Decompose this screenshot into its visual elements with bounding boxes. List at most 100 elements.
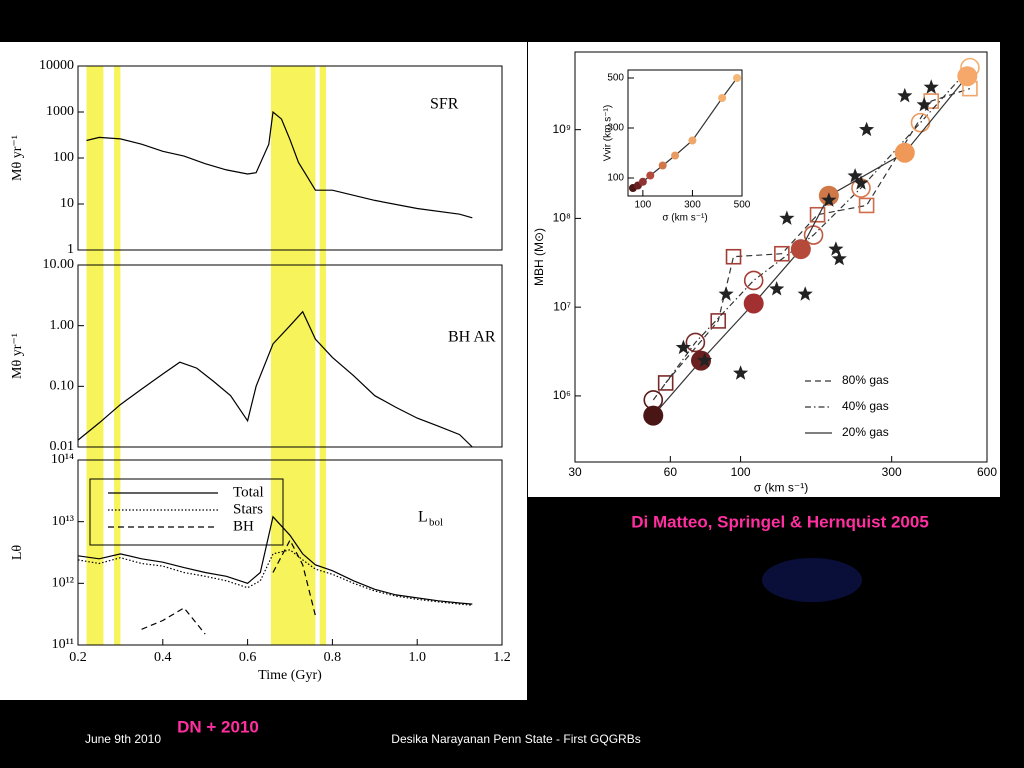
x-tick-label: 300 [882,465,902,479]
x-tick-label: 60 [664,465,678,479]
y-tick-label: 1 [67,242,74,257]
y-tick-label: 0.01 [50,439,75,454]
fit-line [665,88,971,384]
legend-box [89,478,284,546]
point [743,293,764,314]
footer-date: June 9th 2010 [85,732,161,746]
x-tick-label: 0.4 [154,650,172,665]
decoration [762,558,862,602]
point [957,66,978,87]
x-tick-label: 0.8 [324,650,342,665]
point [923,79,939,94]
point [685,332,706,353]
point [897,87,913,103]
y-tick-label: 10¹¹ [52,637,74,652]
legend-label: Total [233,484,264,500]
y-axis-label: MBH (M⊙) [532,228,546,286]
x-axis-label: Time (Gyr) [258,668,322,683]
annotation: BH AR [448,329,496,346]
x-axis-label: σ (km s⁻¹) [662,213,707,224]
annotation: SFR [430,96,459,113]
point [797,286,813,301]
line [77,310,473,448]
legend-label: Stars [233,501,263,517]
y-axis-label: Lθ [10,545,25,561]
y-tick-label: 500 [607,73,624,84]
line [141,538,316,635]
x-tick-label: 1.2 [493,650,511,665]
point [697,352,713,368]
line [77,515,473,605]
x-tick-label: 0.6 [239,650,257,665]
highlight-band [270,66,316,645]
x-tick-label: 100 [731,465,751,479]
y-tick-label: 10⁸ [553,211,571,225]
y-tick-label: 100 [53,150,74,165]
y-tick-label: 10 [60,196,74,211]
x-tick-label: 300 [684,200,701,211]
y-tick-label: 1.00 [50,318,75,333]
y-axis-label: Vvir (km s⁻¹) [603,105,614,161]
y-tick-label: 0.10 [50,379,75,394]
point [809,206,826,223]
footer-text: Desika Narayanan Penn State - First GQGR… [391,732,640,746]
point [733,365,749,380]
x-tick-label: 100 [635,200,652,211]
plot-frame [77,459,503,646]
point [853,175,869,190]
annotation: L [418,509,428,526]
legend-label: 80% gas [842,373,889,387]
point [671,151,680,160]
point [638,177,647,186]
plot-frame [77,264,503,448]
x-tick-label: 0.2 [69,650,87,665]
y-tick-label: 10.00 [43,257,75,272]
y-tick-label: 10⁶ [553,388,571,402]
credit: Di Matteo, Springel & Hernquist 2005 [631,512,929,531]
fit-line [652,67,971,401]
line [86,110,473,219]
plot-frame [627,69,743,197]
y-axis-label: Mθ yr⁻¹ [10,135,25,181]
point [643,405,664,426]
legend-label: 40% gas [842,399,889,413]
point [916,96,932,112]
y-tick-label: 10¹⁴ [51,452,74,467]
y-tick-label: 300 [607,123,624,134]
point [779,210,795,225]
y-tick-label: 10⁷ [553,299,571,313]
point [821,192,837,207]
credit-left: DN + 2010 [177,717,259,736]
point [646,171,655,180]
y-tick-label: 100 [607,173,624,184]
point [790,239,811,260]
highlight-band [319,66,327,645]
point [710,313,727,329]
point [828,241,844,256]
y-tick-label: 10000 [39,58,74,73]
x-axis-label: σ (km s⁻¹) [754,481,808,495]
x-tick-label: 30 [568,465,582,479]
point [718,94,727,102]
y-tick-label: 10¹³ [52,514,74,529]
highlight-band [86,66,104,645]
point [718,286,734,301]
point [831,250,847,266]
legend-label: 20% gas [842,425,889,439]
point [894,142,915,163]
point [733,74,742,82]
point [675,339,691,355]
point [769,281,785,296]
right-figure [528,42,1000,497]
x-tick-label: 500 [734,200,751,211]
point [774,245,790,262]
point [688,136,697,145]
highlight-band [114,66,121,645]
y-axis-label: Mθ yr⁻¹ [10,333,25,379]
point [743,270,764,291]
point [859,121,875,137]
point [658,161,667,170]
y-tick-label: 10⁹ [553,122,572,136]
point [847,168,863,183]
